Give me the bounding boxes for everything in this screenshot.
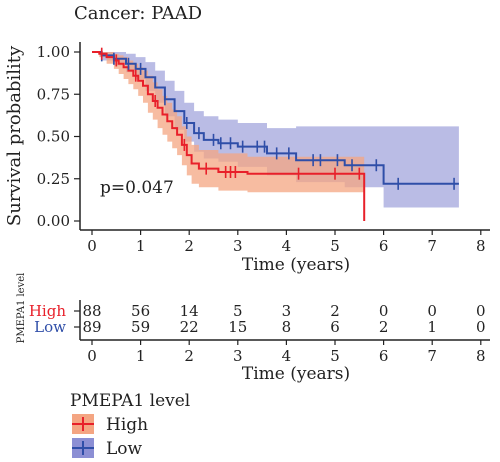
risk-x-tick-label: 8: [476, 347, 486, 365]
risk-x-tick-label: 3: [233, 347, 243, 365]
risk-x-ticks: 0 1 2 3 4 5 6 7 8: [87, 340, 486, 365]
y-tick-label: 0.00: [37, 212, 70, 230]
legend-label-low: Low: [106, 439, 143, 459]
x-ticks: 0 1 2 3 4 5 6 7 8: [87, 230, 486, 255]
x-tick-label: 5: [330, 237, 340, 255]
risk-value-low: 1: [427, 318, 437, 336]
risk-value-low: 6: [330, 318, 340, 336]
risk-value-low: 0: [476, 318, 486, 336]
risk-x-tick-label: 2: [184, 347, 194, 365]
risk-x-tick-label: 5: [330, 347, 340, 365]
y-tick-label: 0.50: [37, 128, 70, 146]
risk-value-high: 3: [282, 302, 292, 320]
risk-value-low: 22: [180, 318, 199, 336]
censor-marks: [100, 47, 455, 190]
risk-x-tick-label: 7: [427, 347, 437, 365]
band-high: [92, 52, 365, 221]
risk-value-low: 2: [379, 318, 389, 336]
y-ticks: 0.00 0.25 0.50 0.75 1.00: [37, 43, 80, 230]
risk-value-high: 0: [476, 302, 486, 320]
y-axis-label: Survival probability: [4, 45, 25, 226]
risk-value-low: 15: [228, 318, 247, 336]
y-tick-label: 0.25: [37, 170, 70, 188]
band-low: [92, 52, 459, 208]
x-tick-label: 6: [379, 237, 389, 255]
curve-low: [92, 51, 459, 185]
x-tick-label: 8: [476, 237, 486, 255]
risk-x-tick-label: 6: [379, 347, 389, 365]
risk-value-high: 0: [379, 302, 389, 320]
x-tick-label: 2: [184, 237, 194, 255]
risk-x-tick-label: 4: [282, 347, 292, 365]
chart-title: Cancer: PAAD: [74, 3, 202, 24]
y-tick-label: 1.00: [37, 43, 70, 61]
p-value-annotation: p=0.047: [100, 178, 174, 198]
risk-table-ylabel: PMEPA1 level: [16, 273, 27, 344]
confidence-bands: [92, 52, 459, 221]
x-tick-label: 3: [233, 237, 243, 255]
x-tick-label: 4: [282, 237, 292, 255]
x-tick-label: 7: [427, 237, 437, 255]
curve-high: [92, 51, 366, 221]
risk-value-low: 89: [82, 318, 101, 336]
risk-x-axis-label: Time (years): [242, 364, 350, 384]
risk-values: 88 56 14 5 3 2 0 0 089 59 22 15 8 6 2 1 0: [82, 302, 485, 336]
risk-value-low: 59: [131, 318, 150, 336]
risk-value-low: 8: [282, 318, 292, 336]
risk-table: PMEPA1 level High Low 88 56 14 5 3 2 0 0 089 59 22…: [16, 273, 490, 384]
legend-label-high: High: [106, 415, 148, 435]
risk-value-high: 5: [233, 302, 243, 320]
x-axis-label: Time (years): [242, 255, 350, 275]
legend: PMEPA1 level High Low: [70, 391, 190, 459]
survival-curves: [92, 51, 459, 221]
risk-value-high: 14: [180, 302, 199, 320]
risk-value-high: 88: [82, 302, 101, 320]
x-tick-label: 1: [136, 237, 146, 255]
survival-plot: 0.00 0.25 0.50 0.75 1.00 0 1 2 3 4 5 6 7 8 Survival …: [4, 42, 490, 275]
risk-x-tick-label: 0: [87, 347, 97, 365]
risk-value-high: 0: [427, 302, 437, 320]
risk-value-high: 56: [131, 302, 150, 320]
legend-title: PMEPA1 level: [70, 391, 190, 411]
risk-value-high: 2: [330, 302, 340, 320]
risk-row-label-low: Low: [34, 318, 66, 336]
x-tick-label: 0: [87, 237, 97, 255]
risk-row-label-high: High: [29, 302, 66, 320]
risk-x-tick-label: 1: [136, 347, 146, 365]
y-tick-label: 0.75: [37, 85, 70, 103]
